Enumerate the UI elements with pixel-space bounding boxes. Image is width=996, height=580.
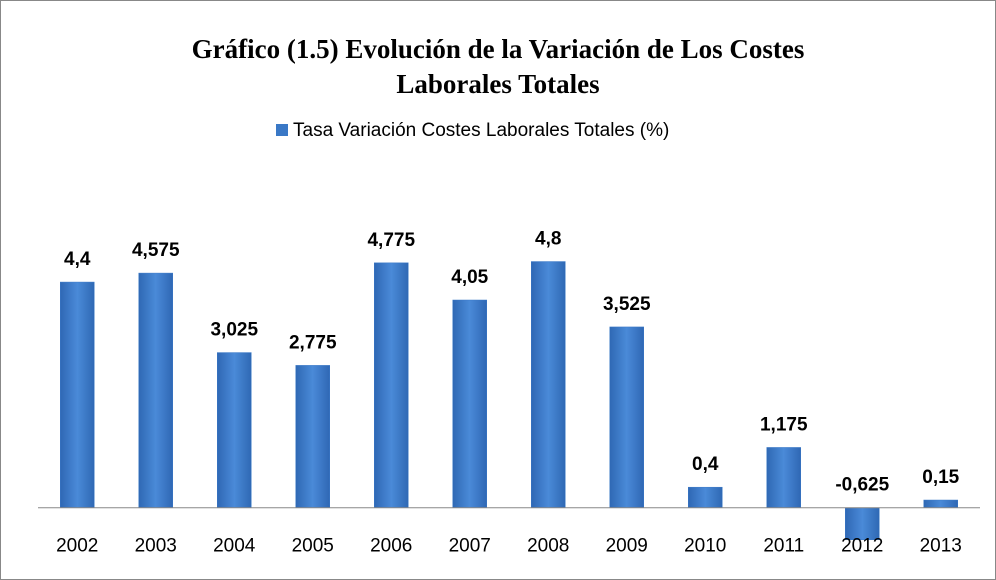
value-label: 2,775 [289,332,337,353]
bar [923,499,958,508]
value-label: 4,575 [132,240,180,261]
x-tick-label: 2006 [370,536,412,557]
x-tick-label: 2011 [763,536,804,557]
value-label: 4,775 [367,230,415,251]
x-tick-label: 2007 [449,536,491,557]
bar [688,486,723,508]
chart-title: Gráfico (1.5) Evolución de la Variación … [191,34,805,99]
x-tick-label: 2002 [56,536,98,557]
bar [138,272,173,508]
bar [531,261,566,508]
bar [609,326,644,508]
value-label: -0,625 [835,475,889,496]
value-label: 0,4 [692,454,719,475]
bar [217,352,252,508]
value-label: 3,025 [210,320,258,341]
value-label: 3,525 [603,294,651,315]
value-label: 4,8 [535,229,561,250]
x-tick-label: 2010 [684,536,726,557]
bar [452,299,487,508]
bar [295,365,330,508]
legend-label: Tasa Variación Costes Laborales Totales … [293,120,669,141]
bar [60,281,95,508]
x-tick-label: 2005 [292,536,334,557]
x-tick-label: 2009 [606,536,648,557]
x-tick-label: 2003 [135,536,177,557]
x-tick-label: 2008 [527,536,569,557]
legend-swatch [276,124,288,136]
bar [374,262,409,508]
value-label: 4,4 [64,249,91,270]
bar [766,447,801,508]
value-label: 4,05 [451,267,488,288]
x-tick-label: 2004 [213,536,256,557]
x-tick-label: 2013 [920,536,962,557]
value-label: 0,15 [922,467,959,488]
x-tick-label: 2012 [841,536,883,557]
value-label: 1,175 [760,414,808,435]
